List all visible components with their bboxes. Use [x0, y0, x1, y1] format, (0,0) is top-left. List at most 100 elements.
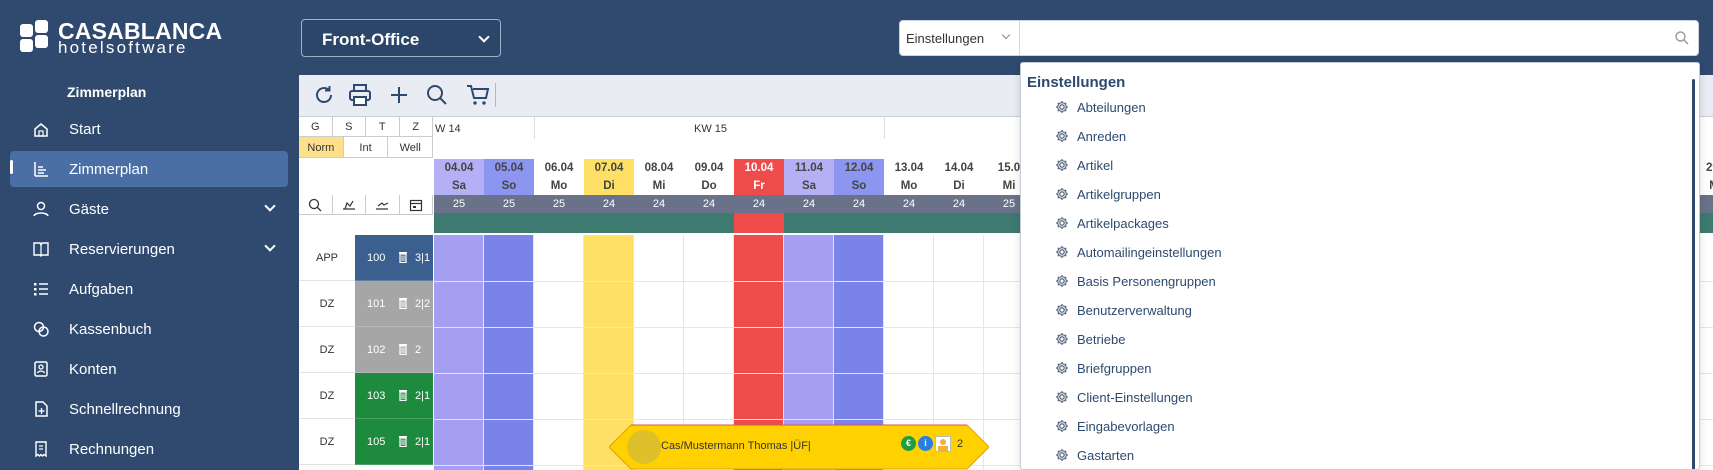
dropdown-item-label: Benutzerverwaltung	[1077, 303, 1192, 318]
print-icon[interactable]	[347, 82, 373, 108]
sidebar-item-konten[interactable]: Konten	[10, 351, 288, 387]
day-column[interactable]	[534, 235, 584, 470]
date-cell[interactable]: 14.04	[934, 159, 984, 177]
sidebar-item-label: Reservierungen	[69, 241, 175, 258]
date-cell[interactable]: 10.04	[734, 159, 784, 177]
dropdown-item[interactable]: Briefgruppen	[1055, 359, 1655, 383]
refresh-icon[interactable]	[311, 82, 337, 108]
trash-icon[interactable]	[398, 251, 408, 263]
occupancy-bar	[584, 213, 634, 233]
filter-norm[interactable]: Norm	[299, 137, 344, 158]
room-type: DZ	[299, 419, 355, 465]
room-number[interactable]: 103 2|1	[355, 373, 433, 419]
day-column[interactable]	[434, 235, 484, 470]
dropdown-item[interactable]: Automailingeinstellungen	[1055, 243, 1655, 267]
date-cell[interactable]: 29.	[1699, 159, 1713, 177]
chevron-down-icon[interactable]	[264, 240, 276, 252]
plus-icon[interactable]	[386, 82, 412, 108]
date-cell[interactable]: 13.04	[884, 159, 934, 177]
trash-icon[interactable]	[398, 297, 408, 309]
sidebar-item-label: Gäste	[69, 201, 110, 218]
sidebar-item-kassenbuch[interactable]: Kassenbuch	[10, 311, 288, 347]
day-cell: Sa	[784, 177, 834, 195]
date-cell[interactable]: 07.04	[584, 159, 634, 177]
sidebar-item-zimmerplan[interactable]: Zimmerplan	[10, 151, 288, 187]
module-select-value: Front-Office	[322, 30, 420, 49]
search-icon[interactable]	[299, 195, 333, 215]
search-input[interactable]	[1022, 23, 1662, 53]
quick-invoice-icon	[35, 401, 48, 417]
filter-z[interactable]: Z	[399, 117, 433, 137]
sidebar-item-aufgaben[interactable]: Aufgaben	[10, 271, 288, 307]
filter-g[interactable]: G	[299, 117, 333, 137]
dropdown-item[interactable]: Artikel	[1055, 156, 1655, 180]
date-cell[interactable]: 08.04	[634, 159, 684, 177]
date-cell[interactable]: 05.04	[484, 159, 534, 177]
calendar-icon[interactable]	[399, 195, 433, 215]
dropdown-item[interactable]: Basis Personengruppen	[1055, 272, 1655, 296]
dropdown-item[interactable]: Gastarten	[1055, 446, 1655, 469]
dropdown-item-label: Client-Einstellungen	[1077, 390, 1193, 405]
filter-s[interactable]: S	[332, 117, 366, 137]
cart-icon[interactable]	[465, 82, 491, 108]
dropdown-item[interactable]: Artikelpackages	[1055, 214, 1655, 238]
room-capacity: 2|1	[415, 436, 431, 448]
availability-count: 25	[484, 195, 534, 213]
search-icon[interactable]	[424, 82, 450, 108]
room-number[interactable]: 102 2	[355, 327, 433, 373]
home-icon	[34, 123, 48, 137]
sidebar-item-reservierungen[interactable]: Reservierungen	[10, 231, 288, 267]
dropdown-item-label: Automailingeinstellungen	[1077, 245, 1222, 260]
euro-badge[interactable]: €	[901, 436, 916, 451]
check-in-icon[interactable]	[332, 195, 366, 215]
app-logo[interactable]: CASABLANCA hotelsoftware	[18, 18, 222, 58]
dropdown-item[interactable]: Artikelgruppen	[1055, 185, 1655, 209]
gear-icon	[1056, 217, 1068, 229]
availability-count: 24	[834, 195, 884, 213]
filter-well[interactable]: Well	[388, 137, 434, 158]
occupancy-bar	[884, 213, 934, 233]
room-number[interactable]: 105 2|1	[355, 419, 433, 465]
trash-icon[interactable]	[398, 343, 408, 355]
trash-icon[interactable]	[398, 389, 408, 401]
filter-int[interactable]: Int	[343, 137, 389, 158]
module-select[interactable]: Front-Office	[301, 19, 501, 57]
dropdown-item[interactable]: Abteilungen	[1055, 98, 1655, 122]
dropdown-item[interactable]: Eingabevorlagen	[1055, 417, 1655, 441]
gear-icon	[1056, 275, 1068, 287]
room-number[interactable]: 100 3|1	[355, 235, 433, 281]
check-out-icon[interactable]	[366, 195, 400, 215]
date-cell[interactable]: 11.04	[784, 159, 834, 177]
booking-bar[interactable]: Cas/Mustermann Thomas |ÜF| € i 2	[609, 424, 989, 470]
sidebar-item-schnellrechnung[interactable]: Schnellrechnung	[10, 391, 288, 427]
date-cell[interactable]: 12.04	[834, 159, 884, 177]
trash-icon[interactable]	[398, 435, 408, 447]
week-label: KW 15	[694, 123, 728, 135]
availability-count: 25	[534, 195, 584, 213]
sidebar-item-start[interactable]: Start	[10, 111, 288, 147]
chevron-down-icon[interactable]	[264, 200, 276, 212]
dropdown-item[interactable]: Client-Einstellungen	[1055, 388, 1655, 412]
day-cell: Mo	[884, 177, 934, 195]
dropdown-item[interactable]: Betriebe	[1055, 330, 1655, 354]
date-cell[interactable]: 06.04	[534, 159, 584, 177]
sidebar-item-gäste[interactable]: Gäste	[10, 191, 288, 227]
date-cell[interactable]: 09.04	[684, 159, 734, 177]
sidebar-item-label: Start	[69, 121, 101, 138]
occupancy-bar	[834, 213, 884, 233]
availability-count: 24	[634, 195, 684, 213]
room-number[interactable]: 101 2|2	[355, 281, 433, 327]
day-column[interactable]	[484, 235, 534, 470]
availability-count: 24	[684, 195, 734, 213]
filter-t[interactable]: T	[366, 117, 400, 137]
dropdown-scrollbar[interactable]	[1692, 79, 1695, 469]
search-category-select[interactable]: Einstellungen	[900, 21, 1020, 55]
info-badge[interactable]: i	[918, 436, 933, 451]
guest-avatar-icon[interactable]	[935, 436, 951, 452]
dropdown-item[interactable]: Benutzerverwaltung	[1055, 301, 1655, 325]
logo-title: CASABLANCA	[58, 18, 223, 44]
date-cell[interactable]: 04.04	[434, 159, 484, 177]
search-icon[interactable]	[1674, 30, 1690, 46]
sidebar-item-rechnungen[interactable]: Rechnungen	[10, 431, 288, 467]
dropdown-item[interactable]: Anreden	[1055, 127, 1655, 151]
